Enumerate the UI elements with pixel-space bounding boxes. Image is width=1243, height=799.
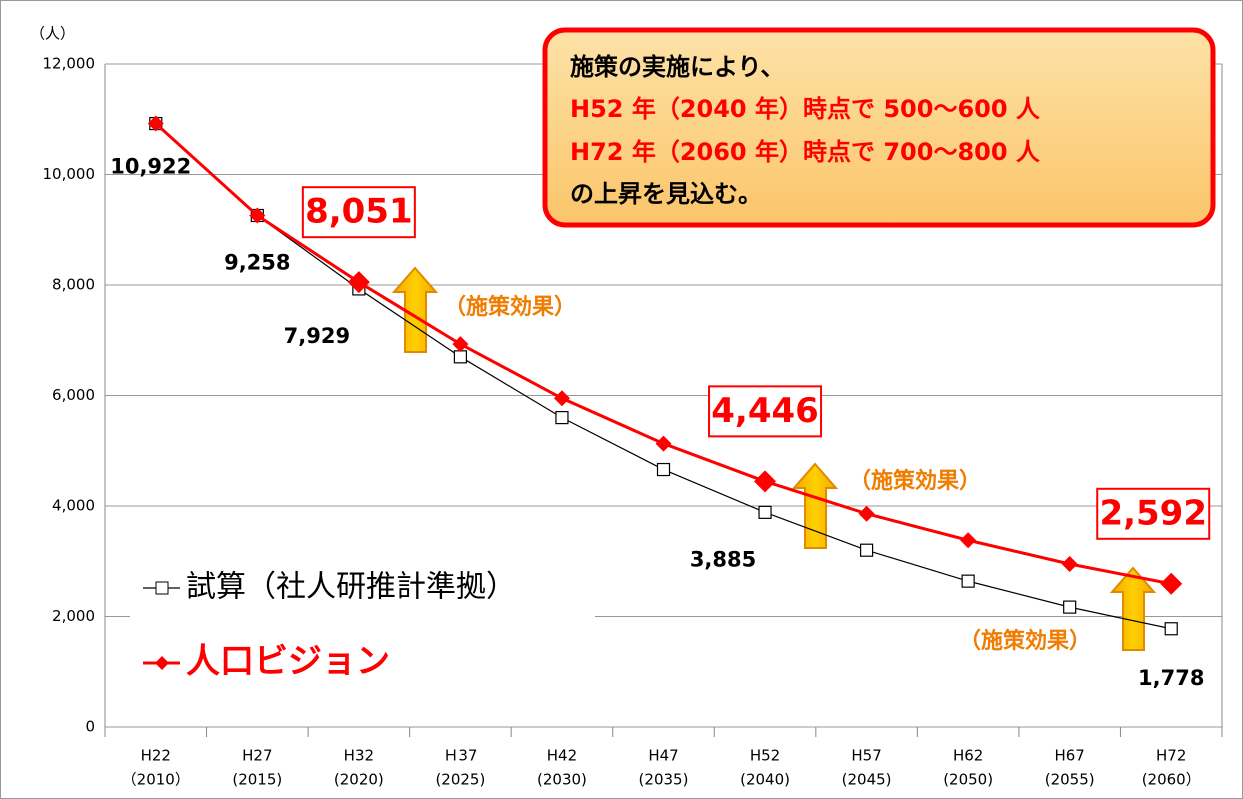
legend-label: 人口ビジョン — [186, 642, 390, 682]
x-tick-label: (2030) — [537, 771, 587, 789]
marker — [655, 435, 672, 452]
x-tick-label: (2060） — [1142, 771, 1201, 789]
y-tick-label: 2,000 — [52, 607, 95, 625]
data-label-box — [1096, 487, 1211, 540]
x-tick-label: (2035) — [639, 771, 689, 789]
arrows — [391, 266, 1157, 651]
x-tick-label: (2050) — [943, 771, 993, 789]
x-tick-label: H57 — [851, 747, 881, 765]
x-tick-label: (2055) — [1045, 771, 1095, 789]
data-label: 4,446 — [711, 391, 819, 431]
effect-label: （施策効果） — [849, 468, 981, 494]
callout-text: の上昇を見込む。 — [570, 180, 762, 208]
data-label: 3,885 — [690, 547, 756, 571]
x-tick-label: H27 — [242, 747, 272, 765]
x-tick-label: H42 — [547, 747, 577, 765]
data-label: 7,929 — [284, 324, 350, 348]
effect-label: （施策効果） — [959, 628, 1091, 654]
callout-box — [542, 27, 1216, 228]
data-label: 9,258 — [224, 250, 290, 274]
x-tick-label: (2015) — [232, 771, 282, 789]
marker — [1160, 572, 1183, 595]
x-tick-label: (2045) — [842, 771, 892, 789]
marker — [758, 505, 772, 519]
marker — [1061, 556, 1078, 573]
marker — [1063, 600, 1077, 614]
y-unit: （人） — [30, 25, 75, 43]
marker — [858, 505, 875, 522]
x-tick-label: Ｈ37 — [443, 747, 477, 765]
x-tick-label: (2020) — [334, 771, 384, 789]
x-tick-label: （2010） — [122, 771, 190, 789]
callout-text: 施策の実施により、 — [570, 53, 785, 81]
marker — [147, 115, 164, 132]
callout-text: H52 年（2040 年）時点で 500～600 人 — [570, 95, 1040, 123]
legend-marker — [155, 581, 169, 595]
data-label: 8,051 — [305, 192, 413, 232]
marker — [960, 532, 977, 549]
data-label: 2,592 — [1099, 493, 1207, 533]
marker — [754, 470, 777, 493]
data-label-box — [708, 385, 823, 438]
marker — [656, 462, 671, 477]
marker — [453, 350, 468, 364]
y-tick-label: 6,000 — [52, 386, 95, 404]
y-tick-label: 0 — [85, 718, 95, 736]
marker — [452, 336, 469, 353]
marker — [555, 411, 569, 425]
data-label: 10,922 — [110, 155, 191, 179]
x-tick-label: H47 — [648, 747, 678, 765]
data-label: 1,778 — [1138, 666, 1204, 690]
y-tick-label: 4,000 — [52, 497, 95, 515]
legend-label: 試算（社人研推計準拠） — [186, 570, 516, 605]
x-tick-label: H67 — [1054, 747, 1084, 765]
y-tick-label: 8,000 — [52, 276, 95, 294]
x-tick-label: (2040) — [740, 771, 790, 789]
x-tick-label: H62 — [953, 747, 983, 765]
marker — [1164, 622, 1178, 636]
marker — [961, 574, 975, 588]
marker — [347, 271, 370, 294]
legend-marker — [155, 656, 169, 670]
x-tick-label: H32 — [344, 747, 374, 765]
x-tick-label: H22 — [141, 747, 171, 765]
effect-label: （施策効果） — [444, 294, 576, 320]
marker — [249, 207, 266, 224]
callout-text: H72 年（2060 年）時点で 700～800 人 — [570, 138, 1040, 166]
x-tick-label: (2025) — [435, 771, 485, 789]
data-label-box — [301, 186, 416, 239]
x-tick-label: H72 — [1156, 747, 1186, 765]
marker — [859, 543, 874, 557]
marker — [553, 390, 570, 407]
y-tick-label: 10,000 — [43, 165, 96, 183]
x-tick-label: H52 — [750, 747, 780, 765]
y-tick-label: 12,000 — [43, 55, 96, 73]
legend-bg — [130, 560, 595, 705]
